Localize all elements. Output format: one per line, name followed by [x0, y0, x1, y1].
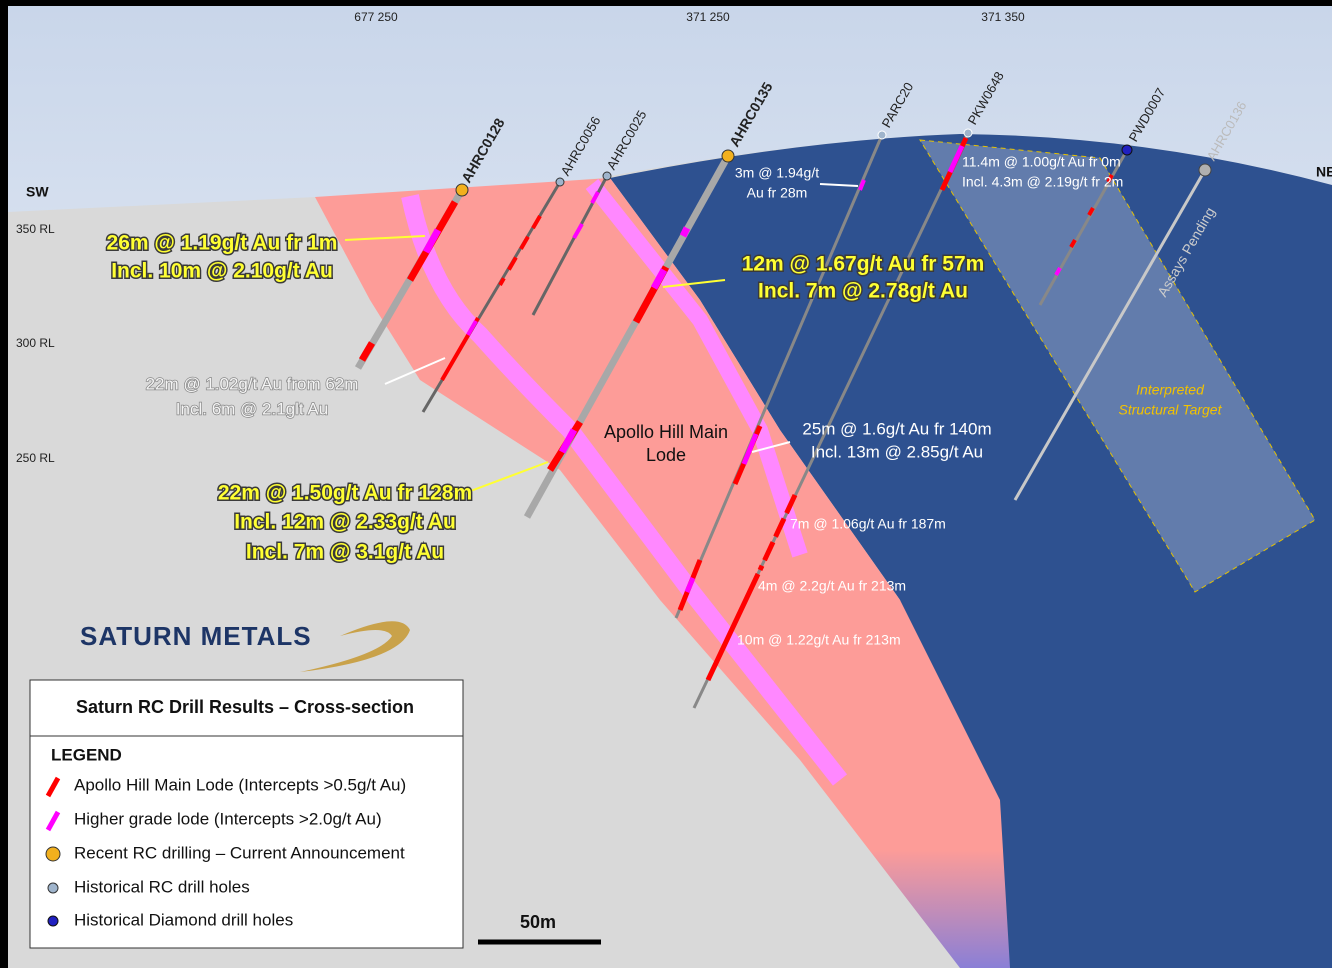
legend-heading: LEGEND	[51, 745, 122, 764]
arrow	[819, 183, 859, 187]
legend-item: Apollo Hill Main Lode (Intercepts >0.5g/…	[74, 775, 406, 794]
legend-swatch	[47, 882, 59, 894]
segment	[572, 223, 584, 239]
structural-target	[919, 139, 1316, 593]
arrow	[384, 357, 446, 385]
collar	[555, 177, 565, 187]
arrows	[344, 183, 859, 496]
legend-swatch	[45, 776, 61, 798]
segment	[498, 214, 542, 287]
segment	[422, 228, 442, 254]
logo-swoosh	[300, 621, 410, 672]
scale-label: 50m	[520, 912, 556, 932]
legend-item: Historical Diamond drill holes	[74, 910, 293, 929]
collars	[455, 128, 1212, 197]
coordinate: 371 350	[981, 10, 1025, 24]
intercept-label: Incl. 7m @ 2.78g/t Au	[758, 280, 968, 303]
intercept-label: 10m @ 1.22g/t Au fr 213m	[737, 632, 901, 648]
collar	[1121, 144, 1133, 156]
legend-swatch	[45, 810, 61, 832]
intercept-label: 4m @ 2.2g/t Au fr 213m	[758, 578, 906, 594]
direction: NE	[1316, 164, 1332, 180]
intercept-label: 3m @ 1.94g/t	[735, 165, 819, 181]
intercept-label: Incl. 12m @ 2.33g/t Au	[234, 511, 456, 534]
segment	[1054, 267, 1062, 276]
intercept-label: 26m @ 1.19g/t Au fr 1m	[107, 232, 338, 255]
direction: SW	[26, 184, 49, 200]
collar	[1198, 163, 1212, 177]
collar	[877, 130, 887, 140]
segment	[858, 179, 866, 191]
arrow	[662, 279, 726, 288]
collar	[963, 128, 973, 138]
intercept-label: Incl. 7m @ 3.1g/t Au	[246, 541, 444, 564]
intercept-label: 25m @ 1.6g/t Au fr 140m	[802, 419, 991, 438]
intercept-segments	[358, 136, 1114, 682]
intercept-label: Incl. 13m @ 2.85g/t Au	[811, 442, 983, 461]
collar	[721, 149, 735, 163]
hole	[1013, 169, 1207, 501]
segment	[650, 268, 668, 290]
rl-label: 350 RL	[16, 222, 55, 236]
target-label: Structural Target	[1119, 402, 1223, 418]
segment	[1087, 207, 1095, 216]
hole	[674, 134, 884, 619]
segment	[1106, 174, 1114, 183]
intercept-label: 22m @ 1.02g/t Au from 62m	[146, 374, 359, 393]
segment	[466, 320, 478, 336]
segment	[558, 428, 578, 454]
segment	[679, 226, 691, 238]
collar	[602, 171, 612, 181]
segment	[757, 493, 798, 572]
legend-item: Higher grade lode (Intercepts >2.0g/t Au…	[74, 809, 382, 828]
segment	[1069, 239, 1077, 248]
segment	[705, 572, 761, 682]
segment	[358, 341, 376, 362]
legend-box	[29, 679, 464, 949]
intercept-label: Incl. 6m @ 2.1glt Au	[176, 399, 328, 418]
rl-label: 250 RL	[16, 451, 55, 465]
intercept-label: 11.4m @ 1.00g/t Au fr 0m	[962, 154, 1121, 170]
logo: SATURN METALS	[80, 621, 312, 651]
coordinate: 371 250	[686, 10, 730, 24]
intercept-label: 22m @ 1.50g/t Au fr 128m	[218, 482, 472, 505]
host-rock	[610, 134, 1332, 968]
target-label: Interpreted	[1136, 382, 1205, 398]
lode-label: Apollo Hill Main	[604, 422, 728, 442]
segment	[590, 191, 600, 204]
high-grade-band	[585, 179, 808, 558]
intercept-label: 7m @ 1.06g/t Au fr 187m	[790, 516, 946, 532]
segment	[741, 433, 759, 465]
collar	[455, 183, 469, 197]
arrow	[751, 441, 791, 453]
rl-label: 300 RL	[16, 336, 55, 350]
intercept-label: Incl. 10m @ 2.10g/t Au	[111, 260, 333, 283]
intercept-label: Au fr 28m	[747, 185, 808, 201]
legend-title: Saturn RC Drill Results – Cross-section	[76, 697, 414, 717]
intercept-label: 12m @ 1.67g/t Au fr 57m	[742, 253, 985, 276]
legend-swatch	[47, 915, 59, 927]
legend-swatch	[45, 846, 61, 862]
legend-item: Recent RC drilling – Current Announcemen…	[74, 843, 405, 862]
arrow	[344, 235, 426, 241]
legend-item: Historical RC drill holes	[74, 877, 250, 896]
arrow	[459, 461, 549, 496]
coordinate: 677 250	[354, 10, 398, 24]
intercept-label: Incl. 4.3m @ 2.19g/t fr 2m	[962, 174, 1123, 190]
segment	[684, 577, 696, 593]
lode-label: Lode	[646, 445, 686, 465]
segment	[947, 144, 965, 174]
